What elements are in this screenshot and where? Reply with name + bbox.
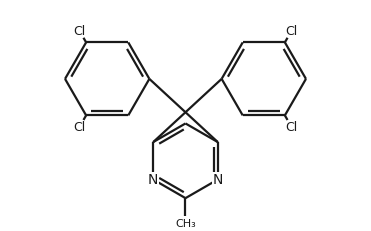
- Text: Cl: Cl: [285, 121, 298, 134]
- Text: N: N: [148, 173, 158, 187]
- Text: CH₃: CH₃: [175, 218, 196, 228]
- Text: Cl: Cl: [285, 25, 298, 38]
- Text: N: N: [213, 173, 223, 187]
- Text: Cl: Cl: [73, 25, 86, 38]
- Text: Cl: Cl: [73, 121, 86, 134]
